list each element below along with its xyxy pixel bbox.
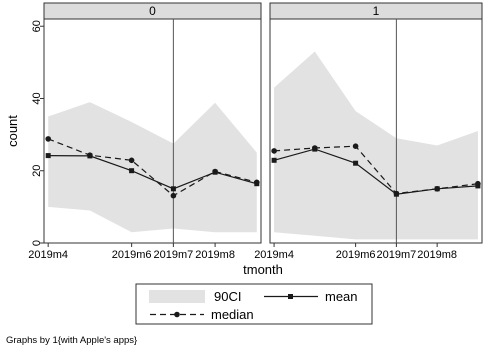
panel-1-x-tick-label: 2019m8 (417, 249, 457, 261)
panel-0-median-point (212, 168, 218, 175)
panel-0-median-point (170, 192, 177, 199)
panel-0-mean-point (170, 186, 176, 192)
panel-1-mean-point (271, 157, 277, 163)
panel-0-x-tick-label: 2019m4 (28, 249, 68, 261)
legend-mean-marker (288, 294, 293, 299)
panel-0-x-axis: 2019m4 2019m6 2019m7 2019m8 (28, 243, 235, 261)
panel-0-median-point (253, 179, 260, 186)
panel-0-median-line (47, 138, 257, 197)
panel-0-mean-line (48, 155, 257, 190)
panel-1-plot-area (271, 19, 481, 243)
panel-0-median-point (128, 157, 135, 164)
panel-1-median-point (475, 180, 481, 187)
y-axis: 0 20 40 60 (31, 20, 44, 246)
panel-1-x-tick-label: 2019m4 (254, 249, 294, 261)
panel-1-mean-point (353, 160, 359, 166)
y-axis-label: count (5, 115, 20, 147)
panel-1-median-point (352, 143, 359, 149)
y-tick-label: 0 (31, 240, 43, 246)
panel-1-median-point (393, 190, 400, 197)
panel-1: 1 2019m4 2019m6 2019m7 2019m8 (254, 2, 483, 261)
panel-0-median-point (45, 136, 51, 142)
panel-1-median-line (274, 145, 478, 195)
legend-mean-label: mean (325, 289, 358, 304)
panel-0: 0 2019m4 2019m6 2019m7 2019m8 (28, 2, 262, 261)
y-tick-label: 40 (31, 92, 43, 104)
panel-1-x-tick-label: 2019m7 (377, 249, 417, 261)
panel-1-title: 1 (373, 4, 380, 18)
panel-0-ci-band (48, 102, 257, 233)
panel-1-x-axis: 2019m4 2019m6 2019m7 2019m8 (254, 243, 457, 261)
panel-0-x-tick-label: 2019m8 (195, 249, 235, 261)
panel-0-x-tick-label: 2019m6 (112, 249, 152, 261)
panel-1-median-point (271, 148, 277, 154)
legend-ci-label: 90CI (214, 289, 241, 304)
legend-ci-swatch (149, 290, 205, 303)
y-tick-label: 60 (31, 20, 43, 32)
x-axis-label: tmonth (243, 262, 283, 277)
panel-0-median-point (87, 152, 93, 158)
legend-median-label: median (211, 307, 254, 322)
panel-1-median-point (312, 145, 318, 151)
panel-0-plot-area (45, 19, 260, 243)
panel-1-x-tick-label: 2019m6 (336, 249, 376, 261)
y-tick-label: 20 (31, 165, 43, 177)
graph-note: Graphs by 1{with Apple's apps} (6, 335, 137, 346)
panel-0-mean-point (45, 153, 51, 159)
panel-0-x-tick-label: 2019m7 (153, 249, 193, 261)
legend-median-marker (174, 311, 180, 318)
legend: 90CI mean median (135, 283, 373, 325)
panel-0-mean-point (129, 168, 135, 174)
panel-0-title: 0 (149, 4, 156, 18)
panel-1-median-point (434, 186, 441, 192)
panel-1-ci-band (274, 51, 478, 240)
